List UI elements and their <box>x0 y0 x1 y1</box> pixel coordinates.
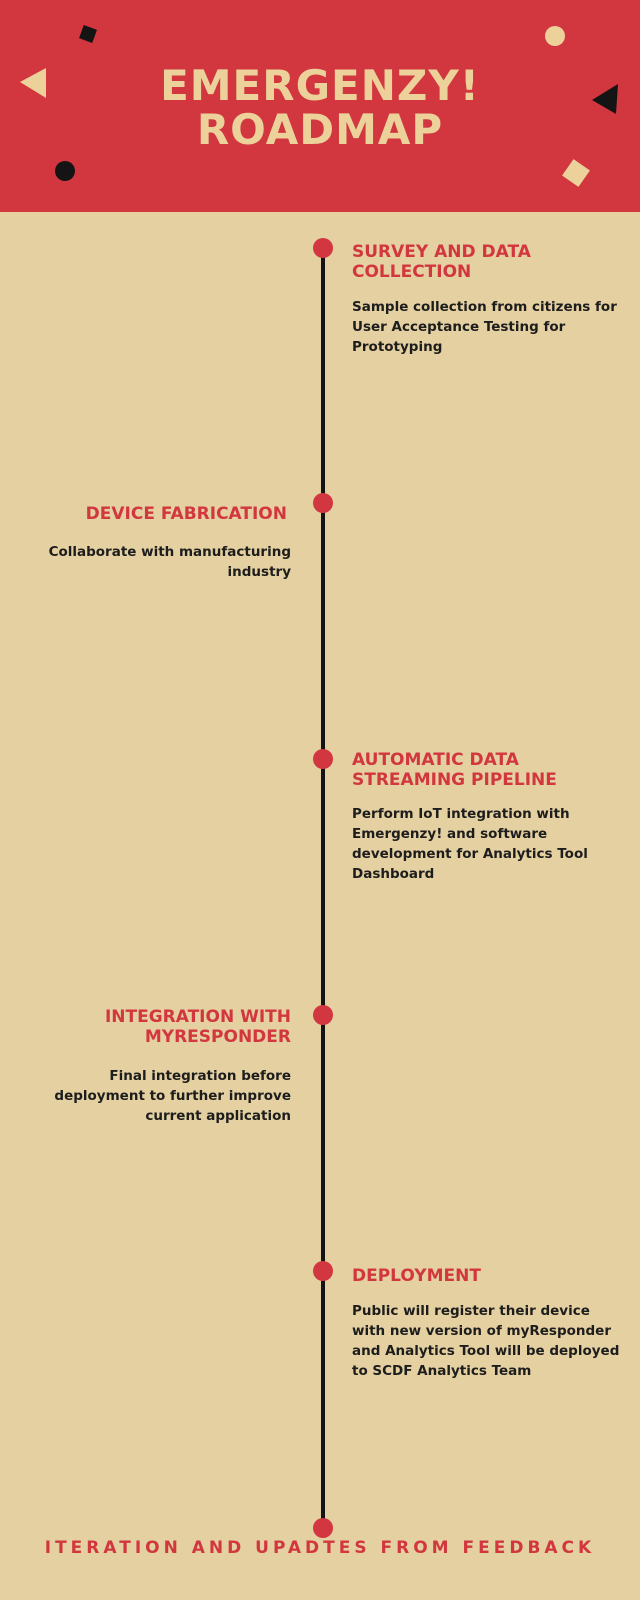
page-title-line2: ROADMAP <box>196 105 444 154</box>
timeline-dot <box>313 238 333 258</box>
milestone-description: Collaborate with manufacturing industry <box>48 544 291 580</box>
milestone-description: Final integration before deployment to f… <box>54 1068 291 1124</box>
timeline-dot <box>313 1261 333 1281</box>
timeline-dot <box>313 749 333 769</box>
timeline-dot <box>313 493 333 513</box>
decorative-diamond-light <box>562 159 590 187</box>
milestone-title: DEPLOYMENT <box>352 1266 481 1286</box>
final-milestone-label: ITERATION AND UPADTES FROM FEEDBACK <box>44 1538 596 1558</box>
decorative-circle-light <box>545 26 565 46</box>
header-banner: EMERGENZY! ROADMAP <box>0 0 640 212</box>
milestone-description: Public will register their device with n… <box>352 1303 620 1379</box>
decorative-circle-dark <box>55 161 75 181</box>
decorative-triangle-left <box>20 68 46 98</box>
milestone-title: AUTOMATIC DATA STREAMING PIPELINE <box>352 750 557 790</box>
timeline-line <box>321 248 325 1528</box>
milestone-description: Sample collection from citizens for User… <box>352 299 617 355</box>
decorative-square-dark <box>79 25 97 43</box>
timeline-dot <box>313 1005 333 1025</box>
milestone-title: INTEGRATION WITH MYRESPONDER <box>104 1007 291 1047</box>
timeline-end-dot <box>313 1518 333 1538</box>
milestone-description: Perform IoT integration with Emergenzy! … <box>352 806 588 882</box>
milestone-title: SURVEY AND DATA COLLECTION <box>352 242 531 282</box>
page-title-line1: EMERGENZY! <box>160 61 480 110</box>
milestone-title: DEVICE FABRICATION <box>85 504 287 524</box>
page-title: EMERGENZY! ROADMAP <box>0 64 640 152</box>
decorative-triangle-dark <box>592 84 618 114</box>
